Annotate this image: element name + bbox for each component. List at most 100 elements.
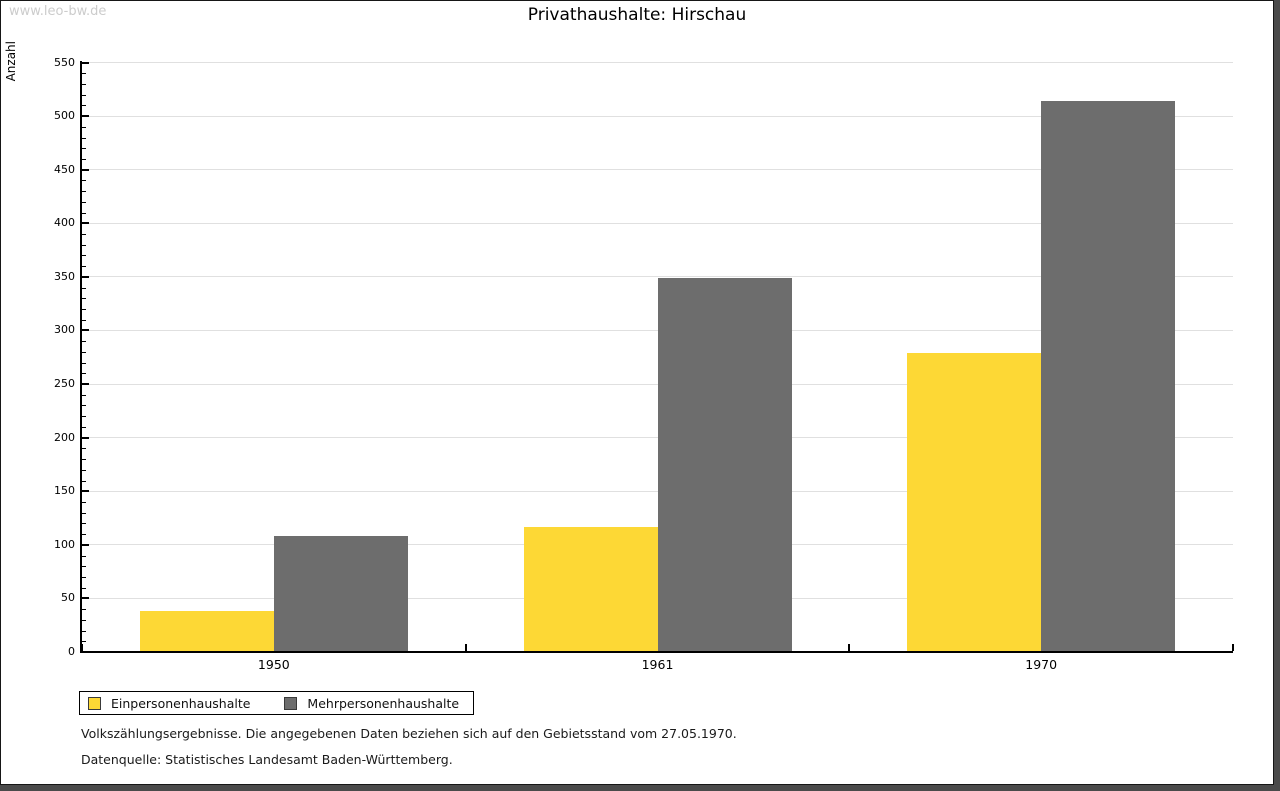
- y-minor-tick-80: [82, 566, 86, 568]
- y-tick-label-200: 200: [54, 430, 75, 444]
- y-minor-tick-530: [82, 83, 86, 85]
- y-major-tick-550: [82, 61, 89, 64]
- y-minor-tick-210: [82, 426, 86, 428]
- y-major-tick-400: [82, 222, 89, 225]
- bar-1970-einpersonenhaushalte: [907, 352, 1042, 652]
- y-tick-label-150: 150: [54, 484, 75, 498]
- y-minor-tick-60: [82, 587, 86, 589]
- y-minor-tick-470: [82, 148, 86, 150]
- legend-label-mehrpersonenhaushalte: Mehrpersonenhaushalte: [307, 695, 460, 711]
- legend-label-einpersonenhaushalte: Einpersonenhaushalte: [111, 695, 251, 711]
- y-tick-label-450: 450: [54, 162, 75, 176]
- bar-1950-einpersonenhaushalte: [139, 611, 274, 652]
- gridline-350: [82, 276, 1233, 278]
- y-minor-tick-30: [82, 619, 86, 621]
- footnote-line-2: Datenquelle: Statistisches Landesamt Bad…: [81, 752, 453, 767]
- y-minor-tick-460: [82, 158, 86, 160]
- gridline-400: [82, 222, 1233, 224]
- legend-swatch-einpersonenhaushalte: [88, 696, 101, 710]
- y-minor-tick-180: [82, 459, 86, 461]
- y-tick-label-500: 500: [54, 109, 75, 123]
- x-boundary-tick-2: [848, 644, 851, 651]
- y-tick-label-100: 100: [54, 537, 75, 551]
- y-tick-label-400: 400: [54, 216, 75, 230]
- y-minor-tick-480: [82, 137, 86, 139]
- y-minor-tick-20: [82, 630, 86, 632]
- y-minor-tick-370: [82, 255, 86, 257]
- y-major-tick-150: [82, 490, 89, 493]
- y-major-tick-450: [82, 168, 89, 171]
- y-major-tick-500: [82, 115, 89, 118]
- x-boundary-tick-3: [1232, 644, 1234, 651]
- y-minor-tick-270: [82, 362, 86, 364]
- y-major-tick-50: [82, 597, 89, 600]
- y-minor-tick-70: [82, 576, 86, 578]
- gridline-500: [82, 115, 1233, 117]
- y-minor-tick-170: [82, 469, 86, 471]
- y-minor-tick-130: [82, 512, 86, 514]
- y-minor-tick-110: [82, 534, 86, 536]
- y-minor-tick-360: [82, 266, 86, 268]
- gridline-450: [82, 169, 1233, 171]
- bar-1961-einpersonenhaushalte: [523, 526, 658, 652]
- gridline-550: [82, 62, 1233, 63]
- x-boundary-tick-1: [464, 644, 467, 651]
- y-minor-tick-280: [82, 351, 86, 353]
- y-tick-label-50: 50: [61, 591, 75, 605]
- y-minor-tick-160: [82, 480, 86, 482]
- y-minor-tick-420: [82, 201, 86, 203]
- y-minor-tick-490: [82, 126, 86, 128]
- y-minor-tick-340: [82, 287, 86, 289]
- y-major-tick-300: [82, 329, 89, 332]
- bar-1961-mehrpersonenhaushalte: [657, 277, 792, 652]
- y-axis-line: [80, 61, 82, 653]
- y-minor-tick-240: [82, 394, 86, 396]
- y-minor-tick-90: [82, 555, 86, 557]
- y-minor-tick-220: [82, 416, 86, 418]
- y-minor-tick-190: [82, 448, 86, 450]
- y-minor-tick-520: [82, 94, 86, 96]
- y-major-tick-350: [82, 275, 89, 278]
- x-boundary-tick-0: [81, 644, 83, 651]
- y-major-tick-0: [82, 651, 89, 653]
- x-tick-label-1961: 1961: [641, 657, 674, 672]
- chart-title: Privathaushalte: Hirschau: [527, 5, 747, 25]
- y-minor-tick-40: [82, 609, 86, 611]
- y-minor-tick-390: [82, 233, 86, 235]
- y-minor-tick-320: [82, 309, 86, 311]
- legend-swatch-mehrpersonenhaushalte: [284, 696, 298, 710]
- y-major-tick-250: [82, 383, 89, 386]
- y-minor-tick-310: [82, 319, 86, 321]
- bar-1950-mehrpersonenhaushalte: [273, 536, 408, 652]
- y-minor-tick-120: [82, 523, 86, 525]
- y-minor-tick-380: [82, 244, 86, 246]
- y-minor-tick-440: [82, 180, 86, 182]
- y-minor-tick-260: [82, 373, 86, 375]
- y-minor-tick-330: [82, 298, 86, 300]
- y-minor-tick-10: [82, 641, 86, 643]
- y-tick-label-300: 300: [54, 323, 75, 337]
- y-tick-label-550: 550: [54, 55, 75, 69]
- legend: Einpersonenhaushalte Mehrpersonenhaushalt…: [79, 691, 475, 715]
- bar-1970-mehrpersonenhaushalte: [1041, 101, 1176, 652]
- y-tick-label-350: 350: [54, 269, 75, 283]
- watermark: www.leo-bw.de: [9, 4, 107, 19]
- y-minor-tick-510: [82, 105, 86, 107]
- y-minor-tick-230: [82, 405, 86, 407]
- y-major-tick-100: [82, 543, 89, 546]
- x-tick-label-1950: 1950: [257, 657, 290, 672]
- y-minor-tick-140: [82, 501, 86, 503]
- y-minor-tick-540: [82, 73, 86, 75]
- x-axis-line: [80, 651, 1233, 653]
- y-major-tick-200: [82, 436, 89, 439]
- y-minor-tick-410: [82, 212, 86, 214]
- y-minor-tick-290: [82, 341, 86, 343]
- x-tick-label-1970: 1970: [1025, 657, 1058, 672]
- y-tick-label-250: 250: [54, 377, 75, 391]
- y-minor-tick-430: [82, 191, 86, 193]
- footnote-line-1: Volkszählungsergebnisse. Die angegebenen…: [81, 726, 737, 741]
- y-tick-label-0: 0: [68, 645, 75, 658]
